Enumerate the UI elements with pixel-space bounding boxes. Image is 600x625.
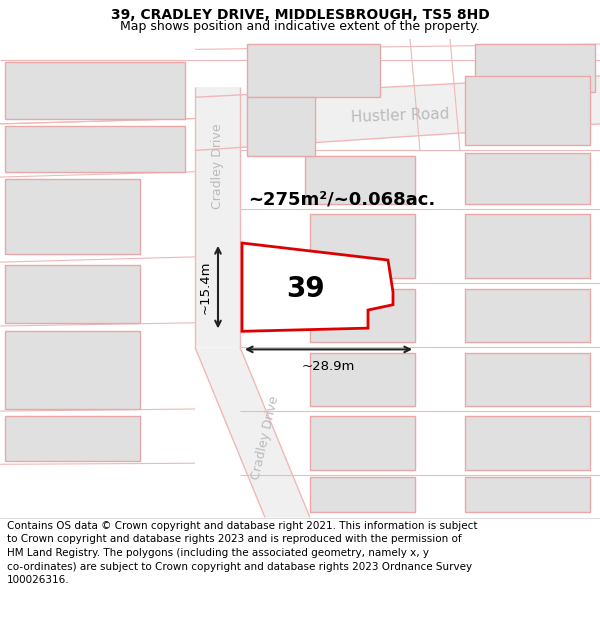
Polygon shape (195, 348, 310, 518)
Polygon shape (465, 477, 590, 512)
Text: Map shows position and indicative extent of the property.: Map shows position and indicative extent… (120, 20, 480, 33)
Polygon shape (465, 352, 590, 406)
Polygon shape (195, 76, 600, 151)
Polygon shape (5, 62, 185, 119)
Text: 39, CRADLEY DRIVE, MIDDLESBROUGH, TS5 8HD: 39, CRADLEY DRIVE, MIDDLESBROUGH, TS5 8H… (110, 8, 490, 22)
Polygon shape (310, 416, 415, 469)
Polygon shape (465, 214, 590, 278)
Polygon shape (465, 416, 590, 469)
Text: ~15.4m: ~15.4m (199, 261, 212, 314)
Polygon shape (247, 98, 315, 156)
Polygon shape (5, 126, 185, 172)
Polygon shape (465, 76, 590, 145)
Polygon shape (242, 243, 393, 331)
Polygon shape (5, 179, 140, 254)
Polygon shape (310, 352, 415, 406)
Text: ~28.9m: ~28.9m (302, 360, 355, 373)
Text: Hustler Road: Hustler Road (350, 106, 449, 124)
Polygon shape (5, 331, 140, 409)
Polygon shape (5, 266, 140, 322)
Polygon shape (5, 416, 140, 461)
Polygon shape (305, 156, 415, 204)
Polygon shape (465, 152, 590, 204)
Polygon shape (310, 289, 415, 342)
Polygon shape (310, 477, 415, 512)
Polygon shape (247, 44, 380, 98)
Text: Contains OS data © Crown copyright and database right 2021. This information is : Contains OS data © Crown copyright and d… (7, 521, 478, 585)
Text: 39: 39 (286, 275, 325, 302)
Polygon shape (195, 87, 240, 348)
Polygon shape (475, 44, 595, 92)
Text: ~275m²/~0.068ac.: ~275m²/~0.068ac. (248, 191, 435, 209)
Text: Cradley Drive: Cradley Drive (212, 124, 224, 209)
Polygon shape (310, 214, 415, 278)
Polygon shape (465, 289, 590, 342)
Text: Cradley Drive: Cradley Drive (249, 394, 281, 481)
